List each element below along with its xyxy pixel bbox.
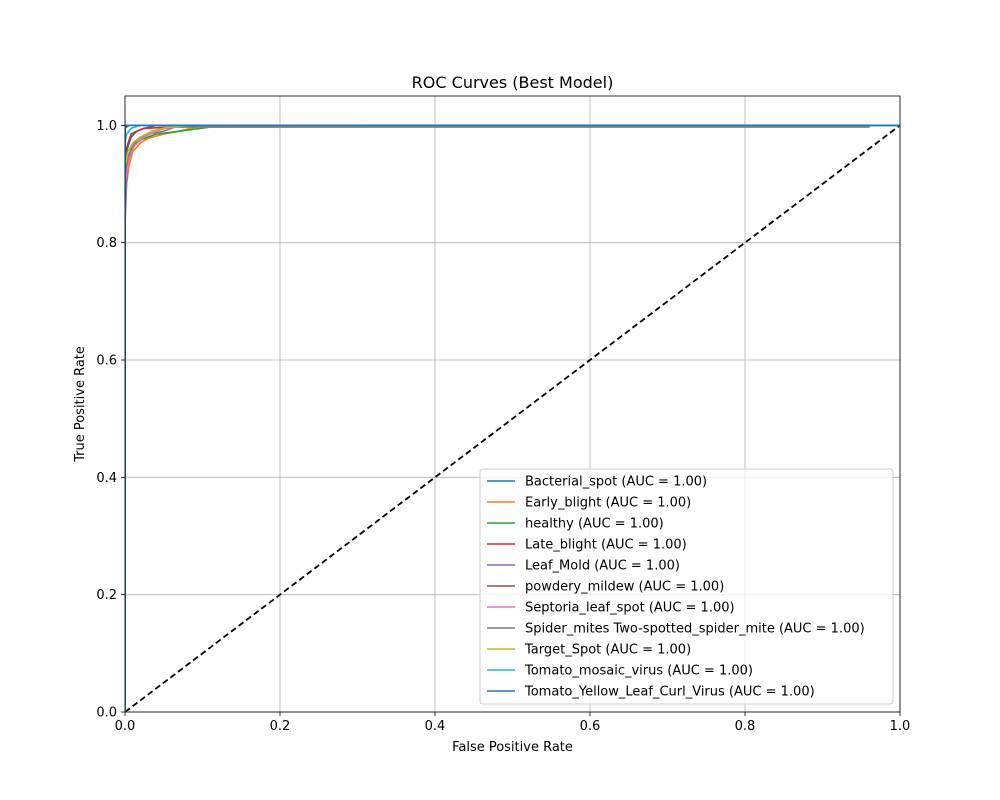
chance-diagonal-line bbox=[125, 124, 900, 712]
axes: 0.0 0.2 0.4 0.6 0.8 1.0 0.0 0.2 0.4 0.6 0.8 1.0 bbox=[96, 95, 911, 734]
x-tick-label: 0.6 bbox=[580, 719, 601, 734]
legend-box bbox=[479, 468, 894, 705]
x-tick-label: 0.8 bbox=[735, 719, 756, 734]
y-tick-label: 0.8 bbox=[96, 236, 117, 251]
plot-frame bbox=[124, 95, 901, 713]
chart-title: ROC Curves (Best Model) bbox=[412, 73, 614, 92]
y-tick-label: 0.6 bbox=[96, 354, 117, 369]
legend-entry: Tomato_mosaic_virus (AUC = 1.00) bbox=[524, 664, 753, 679]
roc-series-line-8 bbox=[125, 124, 900, 712]
legend-entry: Target_Spot (AUC = 1.00) bbox=[524, 643, 691, 658]
y-axis-label: True Positive Rate bbox=[73, 346, 88, 463]
legend-entry: Late_blight (AUC = 1.00) bbox=[525, 538, 687, 553]
legend-entry: Septoria_leaf_spot (AUC = 1.00) bbox=[525, 601, 735, 616]
legend-entry: powdery_mildew (AUC = 1.00) bbox=[525, 580, 724, 595]
legend-entry: Bacterial_spot (AUC = 1.00) bbox=[525, 475, 707, 490]
x-tick-label: 0.0 bbox=[115, 719, 136, 734]
series-lines bbox=[125, 124, 900, 712]
roc-series-line-10 bbox=[125, 124, 900, 712]
y-tick-label: 0.0 bbox=[96, 706, 117, 721]
legend-entry: Tomato_Yellow_Leaf_Curl_Virus (AUC = 1.0… bbox=[524, 685, 815, 700]
legend-entry: Spider_mites Two-spotted_spider_mite (AU… bbox=[525, 622, 865, 637]
x-axis-label: False Positive Rate bbox=[452, 740, 573, 755]
x-tick-label: 1.0 bbox=[890, 719, 911, 734]
legend-entry: healthy (AUC = 1.00) bbox=[525, 517, 664, 532]
legend: Bacterial_spot (AUC = 1.00) Early_blight … bbox=[479, 468, 894, 705]
y-tick-label: 0.4 bbox=[96, 471, 117, 486]
x-tick-label: 0.2 bbox=[270, 719, 291, 734]
x-tick-label: 0.4 bbox=[425, 719, 446, 734]
legend-entry: Leaf_Mold (AUC = 1.00) bbox=[525, 559, 680, 574]
y-tick-label: 0.2 bbox=[96, 588, 117, 603]
y-tick-label: 1.0 bbox=[96, 119, 117, 134]
legend-entry: Early_blight (AUC = 1.00) bbox=[525, 496, 691, 511]
